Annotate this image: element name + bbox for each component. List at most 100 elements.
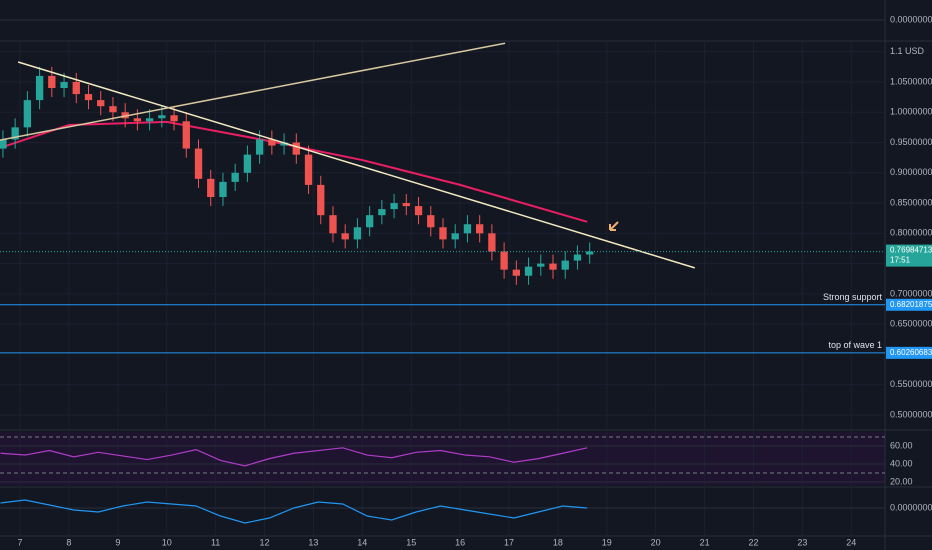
trend-line — [0, 42, 506, 141]
candle-body — [243, 154, 252, 173]
candle-body — [524, 266, 533, 276]
candle-body — [414, 206, 423, 216]
y-tick-label: 0.50000000 — [890, 409, 932, 419]
candle-body — [561, 260, 569, 270]
candle-body — [84, 94, 93, 101]
y-tick-label: 40.00 — [890, 458, 913, 468]
level-price-box — [886, 298, 932, 311]
candle-body — [451, 233, 459, 240]
level-name: top of wave 1 — [828, 340, 882, 350]
y-tick-label: 60.00 — [890, 440, 913, 450]
candle-body — [475, 224, 484, 234]
y-tick-label: 1.05000000 — [890, 76, 932, 86]
x-tick-label: 24 — [846, 537, 856, 547]
level-price: 0.60260683 — [890, 348, 932, 357]
level-price: 0.68201875 — [890, 300, 932, 309]
candle-body — [11, 127, 19, 140]
candle-body — [427, 215, 435, 228]
x-tick-label: 15 — [406, 537, 416, 547]
candle-body — [292, 142, 300, 155]
indicator-line — [0, 447, 588, 467]
candle-body — [353, 227, 362, 240]
last-price: 0.76984713 — [890, 246, 932, 255]
candle-body — [48, 75, 56, 89]
trend-line — [17, 61, 696, 269]
candle-body — [97, 100, 105, 107]
candle-body — [219, 181, 227, 198]
candle-body — [304, 154, 313, 185]
candle-body — [60, 81, 68, 89]
candle-body — [402, 203, 410, 207]
x-tick-label: 14 — [357, 537, 367, 547]
last-price-box — [886, 244, 932, 267]
candle-body — [0, 139, 7, 149]
x-tick-label: 22 — [748, 537, 758, 547]
candle-body — [207, 178, 215, 198]
candle-body — [194, 148, 203, 179]
candle-body — [537, 263, 545, 267]
rsi-background — [0, 432, 885, 485]
candle-body — [231, 172, 239, 182]
y-tick-label: 20.00 — [890, 476, 913, 486]
countdown: 17:51 — [890, 256, 911, 265]
candle-body — [439, 227, 447, 240]
candle-body — [390, 203, 398, 210]
candle-body — [378, 209, 386, 216]
candle-body — [586, 251, 594, 255]
x-tick-label: 18 — [553, 537, 563, 547]
x-tick-label: 16 — [455, 537, 465, 547]
candle-body — [170, 115, 178, 122]
candle-body — [182, 121, 190, 149]
x-tick-label: 8 — [66, 537, 71, 547]
candle-body — [365, 215, 374, 228]
candle-body — [255, 139, 264, 155]
x-tick-label: 9 — [115, 537, 120, 547]
x-tick-label: 12 — [260, 537, 270, 547]
candle-body — [133, 118, 142, 122]
candle-body — [488, 233, 496, 252]
x-tick-label: 13 — [308, 537, 318, 547]
x-tick-label: 7 — [18, 537, 23, 547]
candle-body — [280, 142, 288, 146]
candle-body — [549, 263, 557, 270]
arrow-icon — [609, 221, 619, 231]
candle-body — [500, 251, 508, 270]
x-tick-label: 19 — [602, 537, 612, 547]
candle-body — [512, 269, 520, 276]
candle-body — [72, 81, 80, 95]
x-tick-label: 20 — [651, 537, 661, 547]
candle-body — [341, 233, 349, 240]
candle-body — [329, 215, 337, 234]
candle-body — [121, 112, 129, 119]
level-price-box — [886, 346, 932, 359]
candle-body — [145, 118, 154, 122]
x-tick-label: 10 — [162, 537, 172, 547]
indicator-line — [0, 499, 588, 524]
candle-body — [573, 254, 582, 261]
x-tick-label: 17 — [504, 537, 514, 547]
candle-body — [35, 75, 44, 101]
y-tick-label: 1.1 USD — [890, 46, 925, 56]
x-tick-label: 11 — [211, 537, 220, 547]
candle-body — [463, 224, 472, 234]
x-tick-label: 21 — [700, 537, 710, 547]
candle-body — [109, 106, 117, 113]
moving-average — [0, 120, 588, 223]
level-name: Strong support — [823, 292, 883, 302]
x-tick-label: 23 — [797, 537, 807, 547]
candle-body — [268, 139, 276, 146]
candle-body — [23, 100, 32, 128]
candle-body — [158, 115, 166, 119]
candle-body — [317, 184, 325, 216]
